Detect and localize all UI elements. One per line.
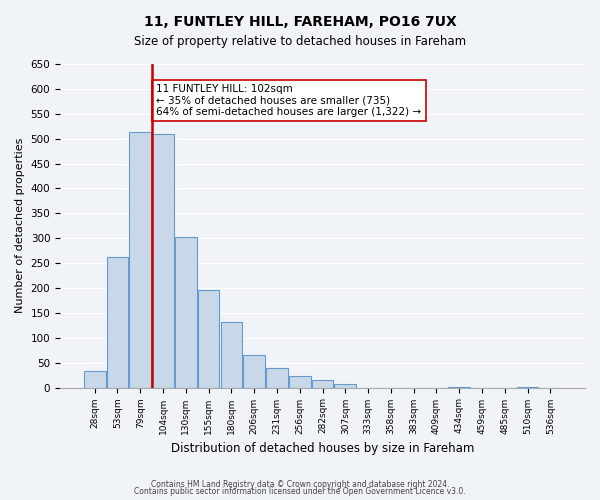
Bar — [152, 134, 174, 388]
Bar — [221, 322, 242, 388]
Bar — [84, 371, 106, 388]
Y-axis label: Number of detached properties: Number of detached properties — [15, 138, 25, 314]
Text: 11, FUNTLEY HILL, FAREHAM, PO16 7UX: 11, FUNTLEY HILL, FAREHAM, PO16 7UX — [143, 15, 457, 29]
Text: Size of property relative to detached houses in Fareham: Size of property relative to detached ho… — [134, 35, 466, 48]
Bar — [198, 290, 220, 388]
Bar — [130, 132, 151, 388]
Text: 11 FUNTLEY HILL: 102sqm
← 35% of detached houses are smaller (735)
64% of semi-d: 11 FUNTLEY HILL: 102sqm ← 35% of detache… — [156, 84, 421, 117]
Text: Contains HM Land Registry data © Crown copyright and database right 2024.: Contains HM Land Registry data © Crown c… — [151, 480, 449, 489]
Bar — [289, 376, 311, 388]
Text: Contains public sector information licensed under the Open Government Licence v3: Contains public sector information licen… — [134, 487, 466, 496]
Bar — [311, 380, 334, 388]
Bar — [107, 256, 128, 388]
Bar — [266, 368, 288, 388]
Bar — [334, 384, 356, 388]
Bar — [244, 355, 265, 388]
Bar — [175, 237, 197, 388]
X-axis label: Distribution of detached houses by size in Fareham: Distribution of detached houses by size … — [171, 442, 474, 455]
